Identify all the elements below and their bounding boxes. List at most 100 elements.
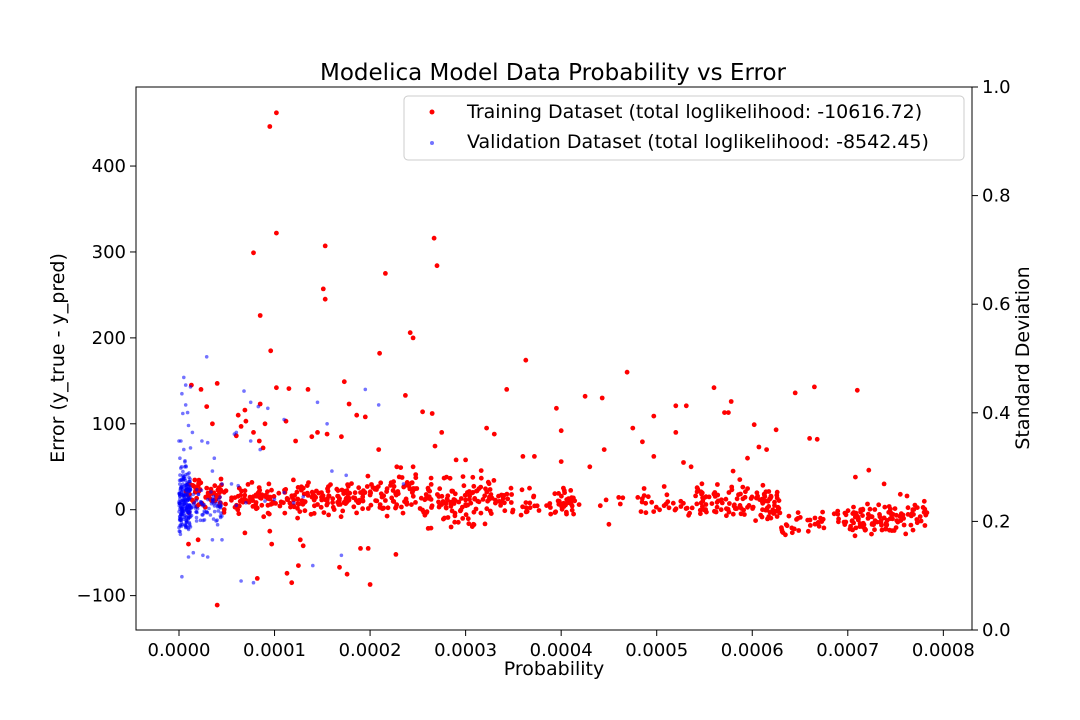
- training-point: [300, 543, 306, 549]
- training-point: [713, 509, 719, 515]
- training-point: [437, 486, 443, 492]
- legend-box: [403, 95, 965, 161]
- training-point: [365, 506, 371, 511]
- training-point: [728, 399, 734, 404]
- x-axis-label: Probability: [504, 658, 604, 680]
- validation-point: [218, 500, 223, 505]
- training-point: [555, 498, 561, 504]
- training-point: [814, 436, 820, 442]
- training-point: [293, 438, 298, 444]
- training-point: [523, 357, 529, 363]
- training-point: [715, 482, 720, 487]
- training-point: [730, 511, 736, 517]
- training-point: [854, 387, 860, 393]
- training-point: [756, 444, 762, 450]
- training-point: [452, 491, 458, 497]
- validation-point: [189, 513, 194, 518]
- training-point: [242, 492, 248, 498]
- training-point: [748, 496, 754, 501]
- training-point: [630, 425, 636, 431]
- training-point: [772, 503, 777, 508]
- training-point: [413, 500, 418, 505]
- training-point: [760, 482, 766, 488]
- validation-point: [179, 507, 184, 511]
- validation-point: [272, 497, 277, 502]
- training-point: [208, 486, 214, 492]
- validation-point: [179, 524, 184, 528]
- training-point: [354, 412, 360, 418]
- training-point: [523, 505, 529, 511]
- training-point: [845, 508, 851, 514]
- training-point: [330, 504, 336, 510]
- training-point: [888, 510, 894, 516]
- training-point: [314, 488, 319, 494]
- x-tick-label: 0.0004: [530, 640, 593, 661]
- training-point: [330, 496, 336, 502]
- training-point: [597, 503, 603, 509]
- training-point: [414, 486, 420, 491]
- y-tick-label: 400: [92, 156, 126, 177]
- training-point: [410, 464, 416, 470]
- training-point: [866, 467, 872, 473]
- training-point: [365, 546, 371, 551]
- training-point: [300, 498, 306, 504]
- training-point: [651, 413, 657, 419]
- validation-point: [205, 510, 209, 515]
- validation-point: [188, 446, 193, 450]
- validation-point: [207, 506, 211, 511]
- training-point: [221, 510, 227, 515]
- training-point: [858, 507, 864, 513]
- validation-point: [177, 491, 181, 496]
- training-point: [718, 507, 724, 513]
- training-point: [369, 482, 374, 487]
- training-point: [812, 384, 817, 390]
- training-point: [486, 497, 492, 502]
- training-point: [712, 494, 718, 499]
- training-point: [709, 501, 715, 506]
- validation-point: [311, 563, 315, 568]
- training-point: [908, 513, 914, 519]
- validation-point: [187, 471, 191, 475]
- training-point: [449, 489, 455, 494]
- training-point: [536, 508, 542, 513]
- training-point: [336, 498, 342, 503]
- validation-point: [180, 492, 184, 497]
- training-point: [730, 468, 736, 474]
- validation-point: [192, 501, 197, 505]
- training-point: [820, 516, 826, 522]
- validation-point: [198, 500, 203, 504]
- training-point: [284, 570, 290, 576]
- validation-point: [177, 499, 181, 504]
- training-point: [312, 503, 317, 509]
- training-point: [368, 502, 374, 508]
- training-point: [287, 500, 293, 506]
- validation-point: [218, 495, 222, 499]
- validation-point: [177, 529, 182, 533]
- training-point: [558, 459, 564, 464]
- y-tick-label: 200: [92, 328, 126, 349]
- training-point: [319, 494, 324, 500]
- validation-point: [201, 518, 205, 523]
- legend-label-training: Training Dataset (total loglikelihood: -…: [466, 101, 922, 123]
- training-point: [738, 511, 744, 517]
- y-axis: −100 0 100 200 300 400: [77, 156, 136, 607]
- training-point: [452, 519, 458, 525]
- training-point: [385, 505, 391, 511]
- training-point: [831, 511, 837, 517]
- training-point: [640, 439, 645, 445]
- training-point: [698, 500, 704, 506]
- training-point: [601, 447, 607, 452]
- validation-point: [202, 503, 207, 507]
- training-point: [910, 527, 916, 533]
- training-point: [267, 528, 273, 534]
- training-point: [923, 512, 929, 518]
- training-point: [428, 475, 434, 481]
- training-point: [218, 488, 224, 494]
- training-point: [463, 457, 468, 463]
- training-point: [457, 508, 463, 514]
- training-point: [448, 503, 454, 509]
- training-point: [889, 528, 895, 533]
- training-point: [572, 498, 578, 504]
- training-point: [263, 493, 268, 498]
- training-point: [606, 521, 612, 527]
